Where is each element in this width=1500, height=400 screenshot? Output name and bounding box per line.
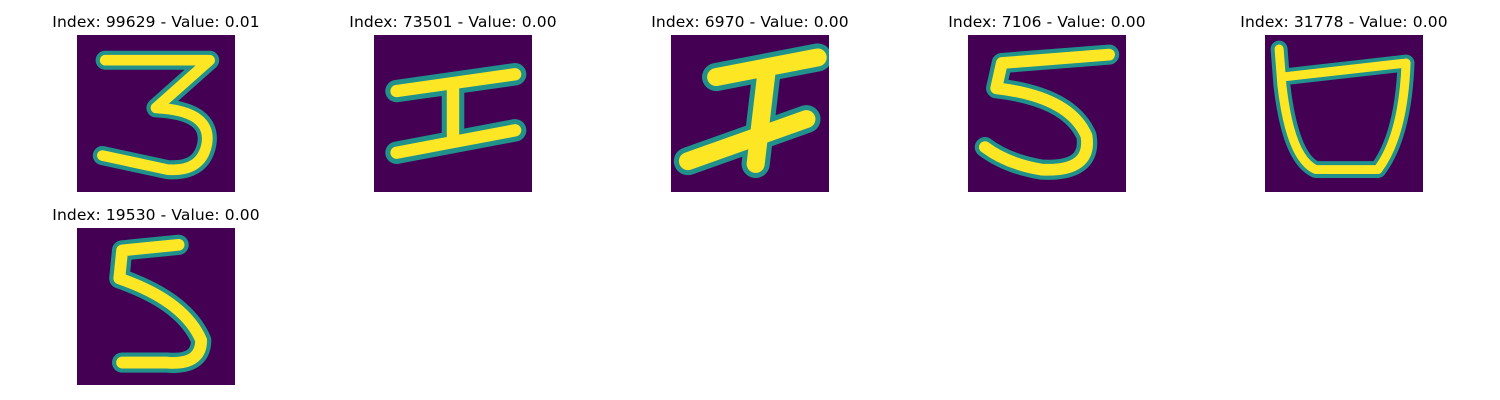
panel-title-2: Index: 73501 - Value: 0.00 [349, 13, 557, 31]
digit-image-5 [1265, 35, 1423, 192]
image-panel-6: Index: 19530 - Value: 0.00 [52, 206, 260, 385]
image-panel-4: Index: 7106 - Value: 0.00 [948, 13, 1146, 192]
image-panel-2: Index: 73501 - Value: 0.00 [349, 13, 557, 192]
digit-image-1 [77, 35, 235, 192]
letter-i-glyph [385, 63, 527, 164]
panel-title-3: Index: 6970 - Value: 0.00 [651, 13, 849, 31]
panel-title-4: Index: 7106 - Value: 0.00 [948, 13, 1146, 31]
panel-title-6: Index: 19530 - Value: 0.00 [52, 206, 260, 224]
panel-title-1: Index: 99629 - Value: 0.01 [52, 13, 260, 31]
slanted-i-glyph [673, 43, 829, 178]
digit-5-glyph [109, 234, 212, 373]
digit-image-3 [671, 35, 829, 192]
image-panel-3: Index: 6970 - Value: 0.00 [651, 13, 849, 192]
digit-image-2 [374, 35, 532, 192]
image-panel-5: Index: 31778 - Value: 0.00 [1240, 13, 1448, 192]
digit-image-6 [77, 228, 235, 385]
digit-image-4 [968, 35, 1126, 192]
digit-5-glyph [974, 44, 1120, 180]
digit-3-glyph [92, 50, 220, 180]
letter-u-glyph [1270, 40, 1415, 178]
panel-title-5: Index: 31778 - Value: 0.00 [1240, 13, 1448, 31]
image-panel-1: Index: 99629 - Value: 0.01 [52, 13, 260, 192]
